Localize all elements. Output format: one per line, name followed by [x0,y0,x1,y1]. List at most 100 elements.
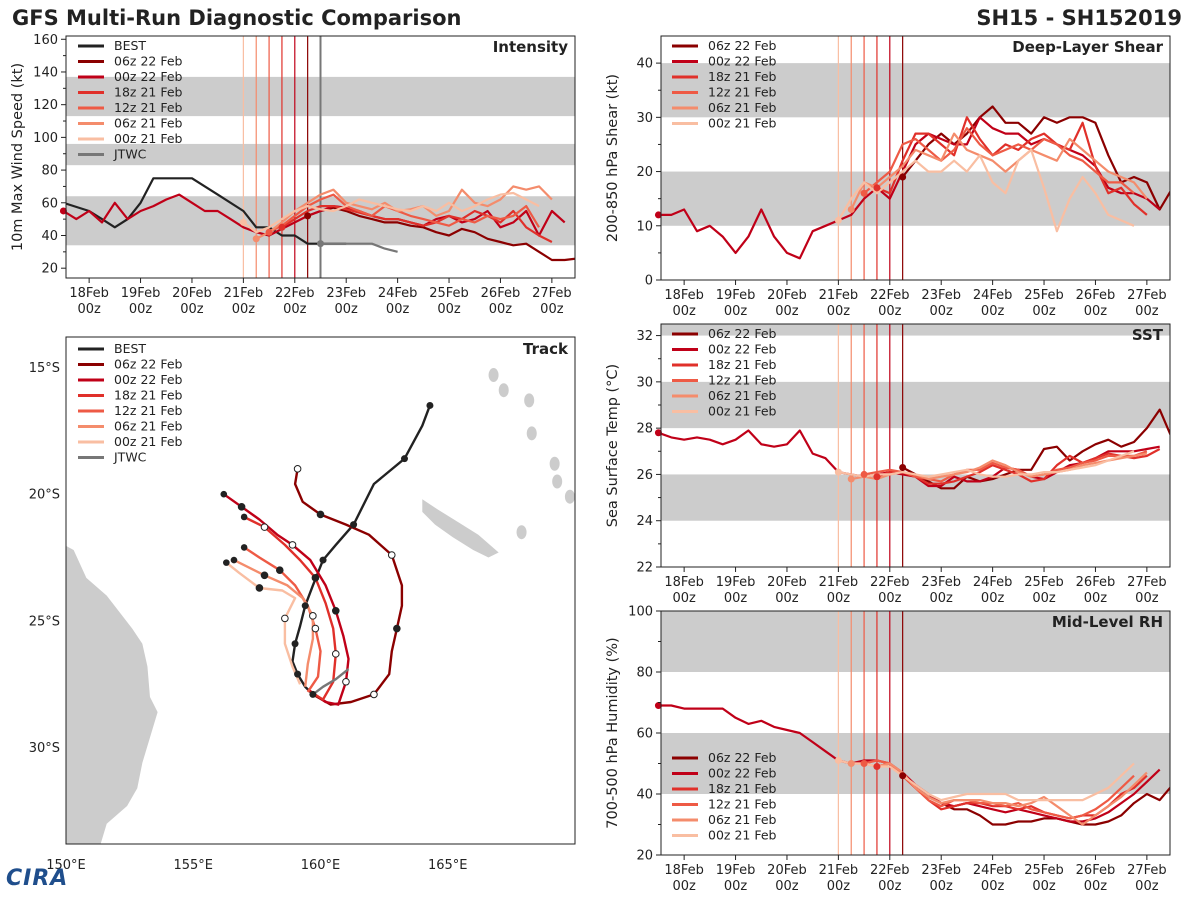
x-tick-hour: 00z [540,302,564,317]
init-point [873,184,881,192]
series-line [242,191,540,234]
init-point [860,760,868,767]
legend-label: 06z 21 Feb [114,116,183,131]
x-tick-hour: 00z [437,302,461,317]
panel-title: Track [523,340,569,358]
track-line [225,561,302,685]
legend-label: 00z 22 Feb [114,372,183,387]
y-tick-label: 30 [636,111,653,126]
series-line [901,774,1170,826]
x-tick-hour: 00z [1135,591,1159,606]
init-point [317,240,324,248]
series-lines [661,105,1170,260]
y-tick-label: 80 [636,666,653,681]
x-tick-hour: 00z [672,879,696,894]
x-tick-hour: 00z [1084,304,1108,319]
x-tick-date: 22Feb [870,863,910,878]
init-point [834,756,842,764]
x-tick-hour: 00z [878,879,902,894]
y-tick-label: 20 [41,262,58,277]
init-point [860,189,868,197]
forecast-track-point [240,513,248,521]
shade-band [661,63,1170,118]
forecast-track-point [260,523,269,531]
panel-title: Deep-Layer Shear [1012,38,1163,56]
legend-label: BEST [114,341,146,356]
x-tick-date: 21Feb [224,286,264,301]
x-tick-hour: 00z [724,879,748,894]
init-point [873,473,881,481]
x-tick-hour: 00z [930,879,954,894]
y-tick-label: 30 [636,375,653,390]
plot-frame [660,323,1171,568]
forecast-track-point [223,559,230,566]
y-tick-label: 120 [33,98,58,113]
x-tick-hour: 00z [335,302,359,317]
y-axis-label: 700-500 hPa Humidity (%) [605,637,621,828]
legend-label: 00z 22 Feb [114,69,183,84]
series-line [850,132,1148,210]
x-tick-date: 22Feb [870,288,910,303]
x-tick-date: 21Feb [819,288,859,303]
x-tick-hour: 00z [827,304,851,319]
shade-band [661,474,1170,521]
lon-tick-label: 150°E [46,858,86,873]
x-tick-hour: 00z [827,591,851,606]
lon-tick-label: 160°E [301,858,341,873]
forecast-track-point [255,584,264,592]
best-track-point [426,401,434,409]
init-point [834,216,842,224]
init-point [654,211,662,219]
x-tick-date: 24Feb [973,863,1013,878]
track-lines [223,404,432,706]
x-tick-hour: 00z [878,591,902,606]
legend-label: 00z 22 Feb [708,342,777,357]
y-tick-label: 40 [636,57,653,72]
init-point [252,235,260,243]
init-point [239,218,247,226]
x-tick-hour: 00z [180,302,204,317]
y-tick-label: 24 [636,514,653,529]
x-tick-date: 26Feb [1076,863,1116,878]
legend-label: 06z 21 Feb [114,419,183,434]
legend-label: 12z 21 Feb [708,797,777,812]
init-point [873,763,881,771]
forecast-track-point [240,544,248,551]
legend-label: 06z 21 Feb [708,812,777,827]
x-tick-date: 18Feb [664,575,704,590]
y-tick-label: 0 [645,274,653,289]
panel-title: SST [1132,326,1164,344]
island [564,489,575,504]
x-tick-date: 27Feb [1127,863,1167,878]
legend-label: 06z 21 Feb [708,388,777,403]
legend-label: 18z 21 Feb [114,85,183,100]
panel-track: 150°E 155°E 160°E 165°E 15°S 20°S 25°S 30°S Trac… [29,336,576,873]
forecast-track-point [331,650,340,658]
x-tick-date: 25Feb [1024,575,1064,590]
plot-frame [65,35,576,279]
init-point [860,470,868,478]
x-tick-date: 22Feb [870,575,910,590]
init-point [59,207,67,215]
island [516,525,527,540]
x-tick-date: 23Feb [921,288,961,303]
x-tick-date: 21Feb [819,575,859,590]
track-line [293,468,404,706]
x-tick-hour: 00z [386,302,410,317]
legend-label: 12z 21 Feb [114,100,183,115]
init-point [899,463,907,471]
y-tick-label: 60 [636,727,653,742]
init-point [834,468,842,476]
y-tick-label: 28 [636,422,653,437]
x-tick-date: 25Feb [1024,288,1064,303]
legend-label: 00z 22 Feb [708,54,777,69]
cira-logo: CIRA [6,866,69,891]
x-tick-date: 27Feb [1127,288,1167,303]
y-tick-label: 40 [41,229,58,244]
x-tick-date: 24Feb [973,288,1013,303]
legend-label: 06z 22 Feb [708,38,777,53]
forecast-track-point [311,574,320,582]
x-tick-hour: 00z [129,302,153,317]
x-tick-date: 18Feb [664,863,704,878]
best-track-point [291,640,299,648]
